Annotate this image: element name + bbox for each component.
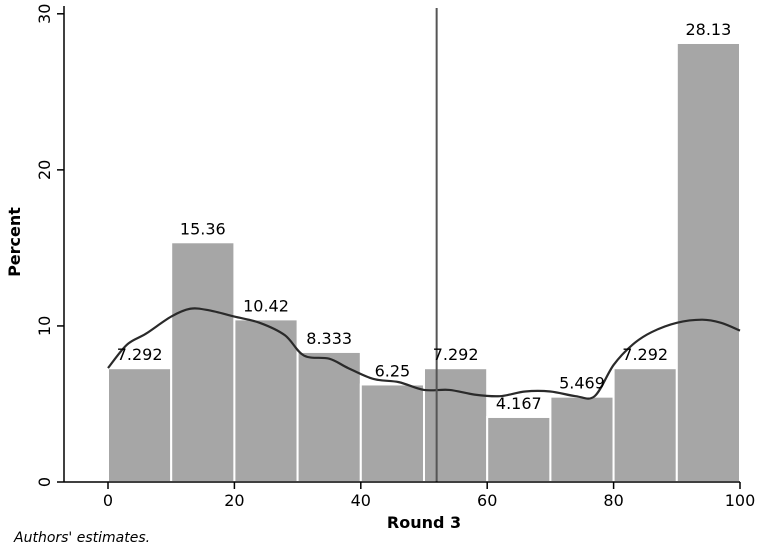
histogram-bar [486,415,552,483]
data-labels: 7.292 15.36 10.42 8.333 6.25 7.292 4.167 5.469 7… [117,20,732,413]
y-tick-label: 0 [35,477,54,487]
bar-value-label: 28.13 [685,20,731,39]
bar-value-label: 5.469 [559,374,605,393]
bar-value-label: 10.42 [243,296,289,315]
x-tick-label: 60 [477,491,497,510]
bars [107,41,741,484]
y-tick-label: 30 [35,4,54,24]
histogram-bar [107,367,173,484]
y-tick-label: 20 [35,160,54,180]
x-tick-label: 80 [603,491,623,510]
axes: 0 20 40 60 80 100 0 10 20 30 [35,4,755,510]
histogram-bar [612,367,678,484]
x-tick-label: 20 [224,491,244,510]
density-curve-layer [107,307,741,400]
y-tick-label: 10 [35,316,54,336]
histogram-bar [233,318,299,483]
histogram-bar [359,383,425,483]
bar-value-label: 7.292 [622,345,668,364]
bar-value-label: 7.292 [117,345,163,364]
x-tick-label: 0 [103,491,113,510]
source-note: Authors' estimates. [14,530,151,546]
density-curve [107,307,741,400]
histogram-bar [423,367,489,484]
bar-value-label: 6.25 [375,361,411,380]
histogram-bar [549,395,615,483]
histogram-bar [170,241,236,483]
bar-value-label: 8.333 [306,329,352,348]
x-tick-label: 40 [351,491,371,510]
bar-value-label: 4.167 [496,394,542,413]
bar-value-label: 15.36 [180,219,226,238]
y-axis-title: Percent [5,207,24,277]
histogram-bar [296,350,362,483]
histogram-bar [675,41,741,483]
bar-value-label: 7.292 [433,345,479,364]
x-tick-label: 100 [725,491,756,510]
x-axis-title: Round 3 [387,513,461,532]
